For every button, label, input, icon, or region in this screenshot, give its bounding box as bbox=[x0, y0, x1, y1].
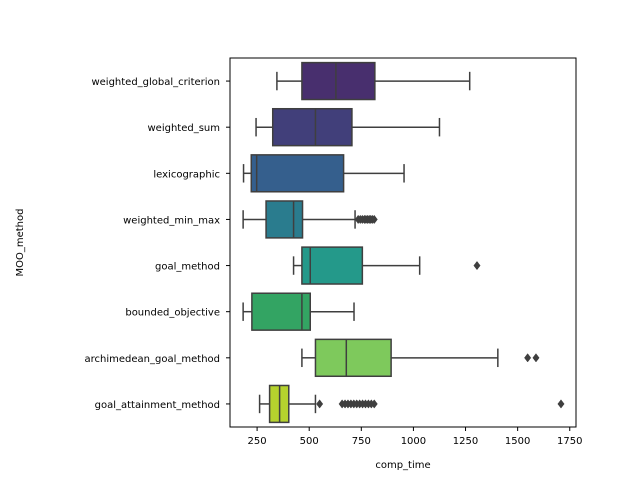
iqr-box bbox=[301, 61, 376, 101]
x-tick-label: 1500 bbox=[505, 436, 530, 447]
box-group-weighted-min-max bbox=[242, 200, 378, 239]
chart-marks bbox=[242, 61, 565, 424]
box-group-archimedean-goal-method bbox=[301, 338, 540, 378]
x-tick-label: 250 bbox=[248, 436, 267, 447]
outlier-point bbox=[473, 260, 481, 271]
plot-frame bbox=[229, 57, 577, 428]
y-tick-label: lexicographic bbox=[153, 169, 220, 180]
outlier-point bbox=[557, 399, 565, 409]
y-tick-label: weighted_sum bbox=[147, 123, 220, 134]
outlier-point bbox=[316, 399, 324, 409]
iqr-box bbox=[314, 338, 392, 378]
box-group-weighted-sum bbox=[255, 107, 441, 147]
y-tick-label: goal_method bbox=[155, 262, 220, 273]
y-tick-label: goal_attainment_method bbox=[95, 400, 220, 411]
y-tick-label: weighted_min_max bbox=[123, 215, 220, 226]
x-tick-label: 1250 bbox=[453, 436, 478, 447]
y-tick-label: archimedean_goal_method bbox=[85, 354, 220, 365]
y-axis-ticks: weighted_global_criterion weighted_sumlex… bbox=[85, 77, 230, 411]
y-tick-label: bounded_objective bbox=[125, 308, 220, 319]
x-tick-label: 1000 bbox=[401, 436, 426, 447]
y-tick-label: weighted_global_criterion bbox=[91, 77, 220, 88]
outlier-point bbox=[532, 353, 540, 363]
box-group-goal-attainment-method bbox=[258, 384, 565, 424]
outlier-point bbox=[370, 214, 378, 225]
iqr-box bbox=[251, 292, 311, 331]
box-group-bounded-objective bbox=[242, 292, 355, 331]
iqr-box bbox=[301, 246, 364, 285]
x-axis-label: comp_time bbox=[375, 460, 430, 471]
box-group-goal-method bbox=[292, 246, 481, 285]
x-tick-label: 500 bbox=[300, 436, 319, 447]
box-group-lexicographic bbox=[242, 154, 405, 193]
box-group-weighted-global-criterion bbox=[276, 61, 471, 101]
x-tick-label: 1750 bbox=[557, 436, 582, 447]
outlier-point bbox=[524, 353, 532, 363]
x-axis-ticks: 250 500 750 1000 1250 1500 1750 bbox=[248, 427, 582, 447]
iqr-box bbox=[250, 154, 345, 193]
x-tick-label: 750 bbox=[352, 436, 371, 447]
iqr-box bbox=[271, 107, 353, 147]
outlier-point bbox=[370, 399, 378, 409]
y-axis-label: MOO_method bbox=[15, 209, 26, 277]
iqr-box bbox=[265, 200, 304, 239]
